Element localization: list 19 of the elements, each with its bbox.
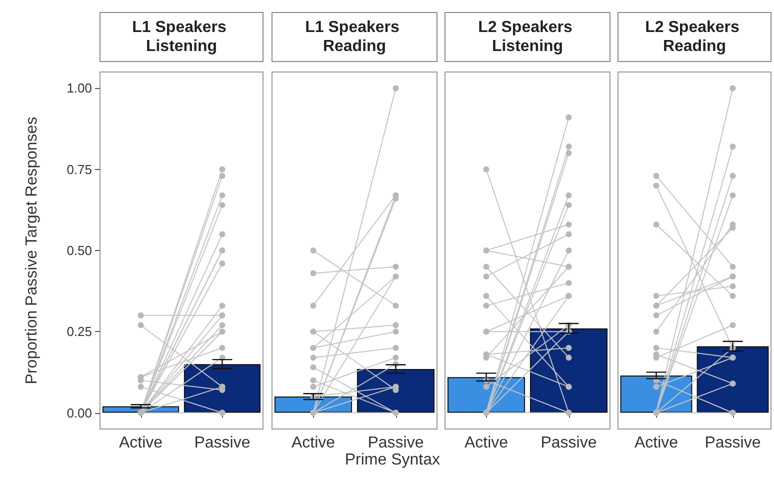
y-tick-label: 0.00: [66, 405, 92, 420]
chart-title: L2 Speakers Listening: [478, 19, 577, 55]
x-axis-title: Prime Syntax: [344, 452, 440, 468]
x-tick-label: Passive: [704, 434, 761, 452]
y-tick-label: 0.50: [66, 243, 92, 258]
x-tick-label: Passive: [368, 434, 424, 452]
chart-title: L2 Speakers Reading: [645, 19, 744, 55]
y-tick-label: 1.00: [66, 80, 92, 96]
x-tick-label: Active: [118, 434, 163, 452]
chart-title: L1 Speakers Listening: [132, 19, 231, 55]
y-axis-title: Proportion Passive Target Responses: [24, 116, 40, 384]
x-tick-label: Active: [291, 434, 336, 452]
x-tick-label: Passive: [194, 434, 250, 452]
x-tick-label: Active: [464, 434, 508, 452]
x-tick-label: Passive: [540, 434, 597, 452]
chart-title: L1 Speakers Reading: [305, 19, 404, 55]
y-tick-label: 0.25: [66, 324, 92, 340]
y-tick-label: 0.75: [66, 162, 92, 177]
x-tick-label: Active: [634, 434, 678, 452]
